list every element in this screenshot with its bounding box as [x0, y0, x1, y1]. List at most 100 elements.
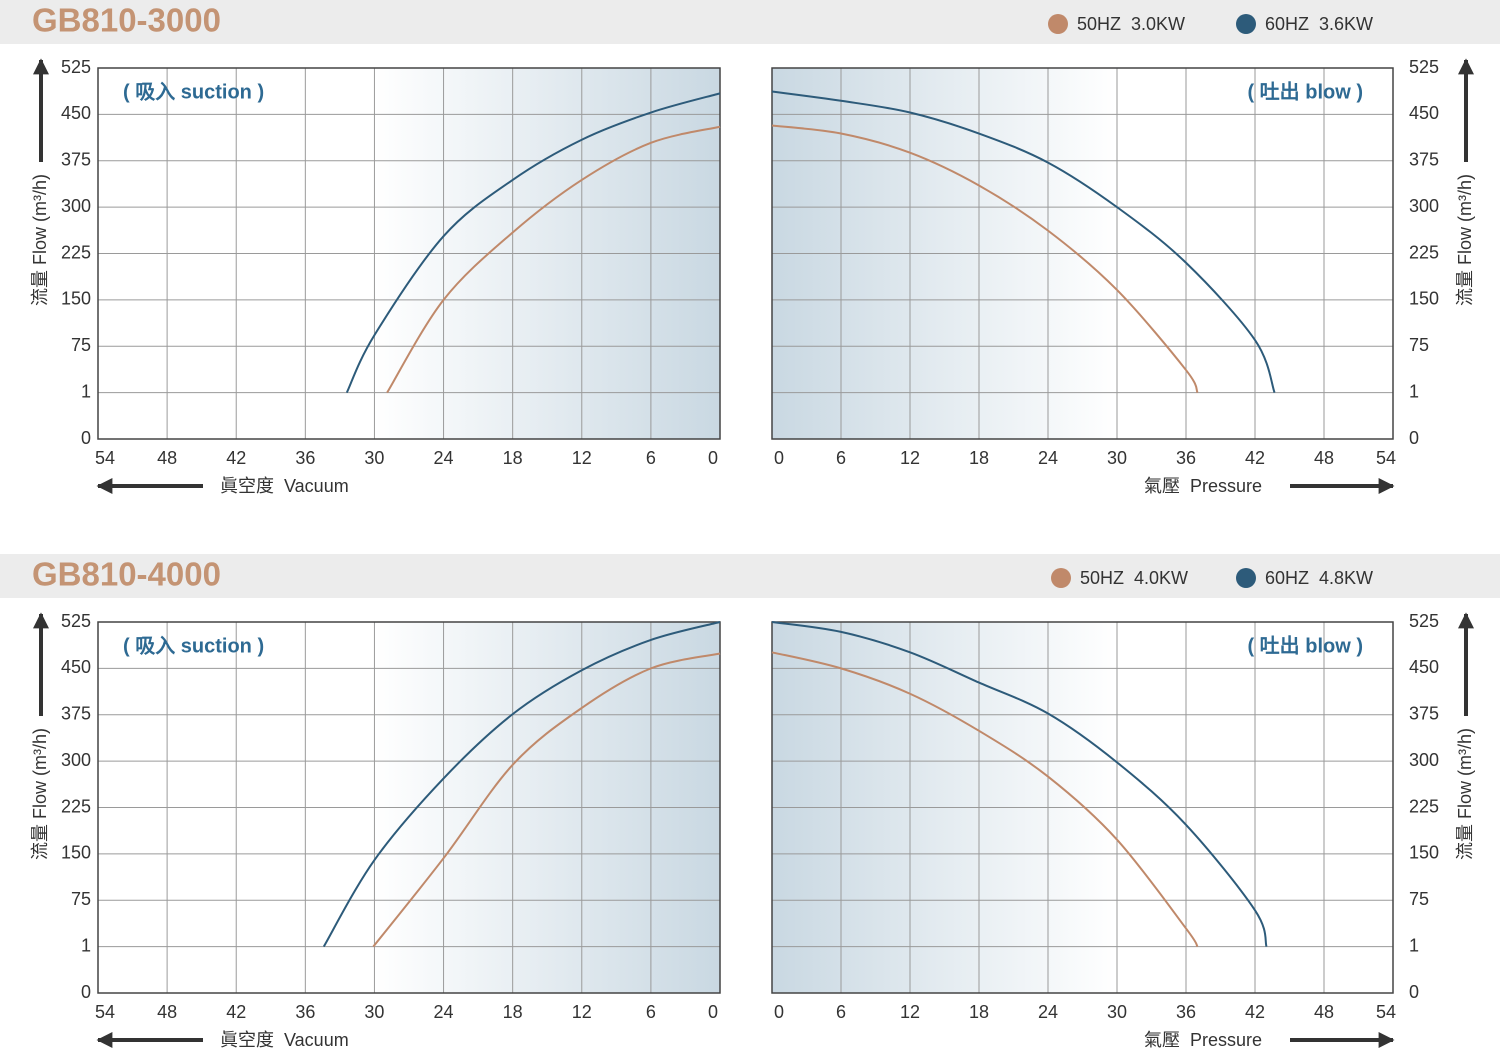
x-tick-label: 24	[434, 1002, 454, 1022]
y-tick-label: 0	[1409, 982, 1419, 1002]
line-series	[386, 125, 721, 394]
y-tick-label: 300	[61, 196, 91, 216]
x-tick-label: 18	[503, 1002, 523, 1022]
x-tick-label: 12	[900, 448, 920, 468]
x-tick-label: 18	[503, 448, 523, 468]
x-tick-label: 18	[969, 1002, 989, 1022]
x-tick-label: 6	[646, 448, 656, 468]
y-tick-label: 1	[1409, 381, 1419, 401]
x-tick-label: 24	[434, 448, 454, 468]
y-tick-label: 150	[61, 843, 91, 863]
chart-title: ( 吐出 blow )	[1247, 80, 1363, 103]
legend-label: 50HZ 3.0KW	[1077, 14, 1185, 34]
legend-label: 60HZ 4.8KW	[1265, 568, 1373, 588]
line-series	[771, 90, 1276, 393]
x-axis-label: 氣壓 Pressure	[1144, 476, 1262, 496]
chart-title: ( 吸入 suction )	[123, 80, 264, 103]
plot-frame	[97, 621, 721, 994]
x-tick-label: 12	[572, 1002, 592, 1022]
x-axis-label: 氣壓 Pressure	[1144, 1030, 1262, 1050]
y-tick-label: 450	[61, 103, 91, 123]
x-tick-label: 48	[157, 448, 177, 468]
y-tick-label: 300	[1409, 196, 1439, 216]
y-tick-label: 225	[61, 242, 91, 262]
y-tick-label: 300	[61, 750, 91, 770]
y-tick-label: 450	[1409, 657, 1439, 677]
plot-frame	[97, 67, 721, 440]
legend-marker	[1051, 568, 1071, 588]
line-series	[345, 92, 721, 394]
y-tick-label: 75	[71, 335, 91, 355]
x-tick-label: 36	[295, 448, 315, 468]
line-series	[771, 621, 1268, 947]
x-tick-label: 48	[157, 1002, 177, 1022]
x-tick-label: 18	[969, 448, 989, 468]
y-tick-label: 150	[1409, 289, 1439, 309]
x-tick-label: 0	[708, 1002, 718, 1022]
x-tick-label: 54	[1376, 1002, 1396, 1022]
chart-title: ( 吸入 suction )	[123, 634, 264, 657]
x-tick-label: 42	[1245, 1002, 1265, 1022]
y-tick-label: 300	[1409, 750, 1439, 770]
x-tick-label: 54	[95, 1002, 115, 1022]
panel-title: GB810-4000	[32, 556, 221, 593]
y-axis-label: 流量 Flow (m³/h)	[30, 728, 50, 860]
y-tick-label: 1	[81, 381, 91, 401]
x-tick-label: 30	[1107, 448, 1127, 468]
y-axis-label: 流量 Flow (m³/h)	[30, 174, 50, 306]
y-tick-label: 225	[1409, 796, 1439, 816]
legend-marker	[1236, 14, 1256, 34]
y-tick-label: 0	[81, 428, 91, 448]
y-tick-label: 525	[1409, 611, 1439, 631]
y-tick-label: 0	[81, 982, 91, 1002]
plot-frame	[771, 621, 1394, 994]
x-tick-label: 24	[1038, 1002, 1058, 1022]
chart: 0 6 12 18 24 30 36 42 48 54 0 1 75 150 225 300 375 450 525…	[771, 611, 1475, 1050]
x-axis-label: 眞空度 Vacuum	[220, 476, 349, 496]
y-tick-label: 525	[1409, 57, 1439, 77]
legend-marker	[1048, 14, 1068, 34]
x-tick-label: 42	[226, 1002, 246, 1022]
line-series	[322, 621, 721, 948]
x-tick-label: 6	[836, 1002, 846, 1022]
y-tick-label: 1	[81, 935, 91, 955]
x-tick-label: 42	[226, 448, 246, 468]
y-tick-label: 150	[1409, 843, 1439, 863]
y-tick-label: 75	[1409, 335, 1429, 355]
x-tick-label: 36	[295, 1002, 315, 1022]
legend-marker	[1236, 568, 1256, 588]
y-tick-label: 0	[1409, 428, 1419, 448]
y-tick-label: 75	[71, 889, 91, 909]
x-tick-label: 30	[364, 448, 384, 468]
y-tick-label: 375	[61, 150, 91, 170]
x-tick-label: 30	[1107, 1002, 1127, 1022]
x-tick-label: 54	[95, 448, 115, 468]
y-tick-label: 375	[1409, 704, 1439, 724]
y-axis-label: 流量 Flow (m³/h)	[1455, 174, 1475, 306]
chart: 0 6 12 18 24 30 36 42 48 54 0 1 75 150 225 300 375 450 525…	[771, 57, 1475, 496]
x-tick-label: 6	[646, 1002, 656, 1022]
x-tick-label: 12	[572, 448, 592, 468]
chart: 54 48 42 36 30 24 18 12 6 0 0 1 75 150 225 300 375 450 525…	[30, 611, 721, 1050]
x-tick-label: 0	[708, 448, 718, 468]
y-tick-label: 375	[1409, 150, 1439, 170]
x-tick-label: 6	[836, 448, 846, 468]
x-tick-label: 42	[1245, 448, 1265, 468]
line-series	[771, 651, 1199, 948]
line-series	[372, 652, 721, 948]
y-tick-label: 225	[61, 796, 91, 816]
y-tick-label: 525	[61, 57, 91, 77]
x-tick-label: 24	[1038, 448, 1058, 468]
x-tick-label: 48	[1314, 448, 1334, 468]
y-tick-label: 225	[1409, 242, 1439, 262]
y-tick-label: 75	[1409, 889, 1429, 909]
y-tick-label: 150	[61, 289, 91, 309]
legend-label: 60HZ 3.6KW	[1265, 14, 1373, 34]
x-tick-label: 12	[900, 1002, 920, 1022]
x-tick-label: 48	[1314, 1002, 1334, 1022]
x-tick-label: 0	[774, 1002, 784, 1022]
plot-frame	[771, 67, 1394, 440]
chart: 54 48 42 36 30 24 18 12 6 0 0 1 75 150 225 300 375 450 525…	[30, 57, 721, 496]
x-tick-label: 36	[1176, 1002, 1196, 1022]
